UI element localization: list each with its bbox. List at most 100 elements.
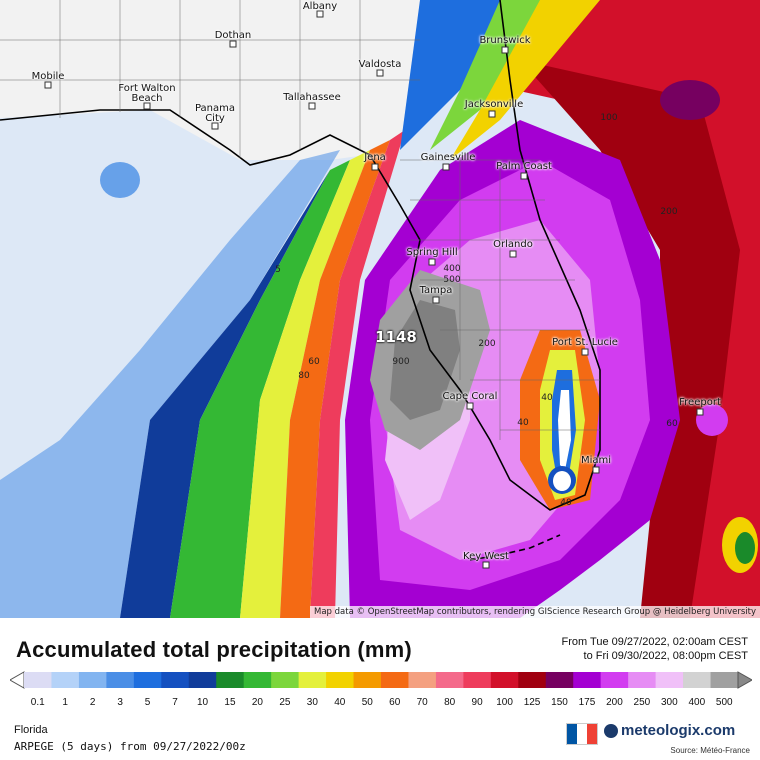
legend-swatch — [133, 672, 162, 688]
city-label: Port St. Lucie — [552, 337, 618, 348]
city-label: Brunswick — [479, 35, 531, 46]
meteologix-logo-icon — [604, 723, 618, 738]
city-marker — [696, 408, 704, 416]
legend-tick-label: 80 — [444, 697, 456, 708]
city-marker — [229, 40, 237, 48]
legend-swatch — [326, 672, 355, 688]
contour-label: 60 — [308, 357, 320, 367]
legend-swatch — [435, 672, 464, 688]
period-to: to Fri 09/30/2022, 08:00pm CEST — [583, 650, 748, 662]
legend-swatch — [463, 672, 492, 688]
contour-label: 5 — [275, 265, 281, 275]
legend-tick-label: 125 — [523, 697, 541, 708]
city-marker — [482, 561, 490, 569]
legend-tick-label: 250 — [633, 697, 651, 708]
map-credit: Map data © OpenStreetMap contributors, r… — [310, 606, 760, 618]
city-marker — [376, 69, 384, 77]
contour-label: 500 — [443, 275, 461, 285]
city-marker — [466, 402, 474, 410]
legend-swatch — [490, 672, 519, 688]
legend-swatch — [628, 672, 657, 688]
city-label: Spring Hill — [406, 247, 458, 258]
city-label: Gainesville — [420, 152, 476, 163]
city-label: Miami — [580, 455, 612, 466]
contour-label: 40 — [541, 393, 553, 403]
legend-swatch — [518, 672, 547, 688]
city-label: Cape Coral — [442, 391, 498, 402]
legend-tick-label: 25 — [279, 697, 291, 708]
data-source: Source: Météo-France — [670, 746, 750, 755]
city-marker — [432, 296, 440, 304]
legend-tick-label: 2 — [89, 697, 96, 708]
legend-swatch — [408, 672, 437, 688]
city-label: Jacksonville — [464, 99, 524, 110]
legend-swatch — [78, 672, 107, 688]
legend-tick-label: 20 — [251, 697, 263, 708]
legend-swatch — [600, 672, 629, 688]
brand-link[interactable]: meteologix.com — [604, 722, 735, 739]
legend-tick-label: 400 — [688, 697, 706, 708]
legend-swatch — [51, 672, 80, 688]
city-marker — [316, 10, 324, 18]
flag-stripe — [587, 724, 597, 744]
legend-swatch — [545, 672, 574, 688]
city-marker — [211, 122, 219, 130]
legend-swatch — [381, 672, 409, 688]
chart-title: Accumulated total precipitation (mm) — [16, 637, 412, 662]
legend-tick-label: 100 — [496, 697, 513, 708]
legend-swatch — [161, 672, 190, 688]
legend-swatch — [710, 672, 739, 688]
city-label: Dothan — [214, 30, 252, 41]
period-from: From Tue 09/27/2022, 02:00am CEST — [561, 636, 749, 648]
contour-label: 100 — [600, 113, 618, 123]
contour-label: 200 — [478, 339, 496, 349]
legend-tick-label: 500 — [715, 697, 733, 708]
legend-tick-label: 30 — [306, 697, 318, 708]
city-marker — [520, 172, 528, 180]
legend-swatch — [683, 672, 712, 688]
legend-tick-label: 50 — [361, 697, 373, 708]
city-marker — [371, 163, 379, 171]
contour-label: 40 — [560, 498, 572, 508]
model-label: ARPEGE (5 days) from 09/27/2022/00z — [14, 740, 246, 753]
max-precipitation-value: 1148 — [375, 328, 417, 346]
color-legend — [10, 671, 752, 689]
legend-arrow-left — [10, 671, 25, 689]
legend-tick-label: 70 — [416, 697, 428, 708]
city-label: Freeport — [679, 397, 721, 408]
legend-tick-label: 300 — [661, 697, 678, 708]
city-label: Tallahassee — [283, 92, 341, 103]
legend-tick-label: 200 — [606, 697, 623, 708]
city-marker — [428, 258, 436, 266]
legend-tick-label: 10 — [196, 697, 209, 708]
city-label: Panama City — [194, 103, 236, 124]
city-marker — [143, 102, 151, 110]
city-label: Albany — [302, 1, 338, 12]
precipitation-map[interactable]: Albany Dothan Brunswick Valdosta Mobile … — [0, 0, 760, 618]
city-label: Jena — [364, 152, 386, 163]
city-label: Mobile — [31, 71, 65, 82]
legend-swatch — [271, 672, 300, 688]
legend-tick-label: 150 — [551, 697, 568, 708]
city-marker — [488, 110, 496, 118]
flag-stripe — [577, 724, 587, 744]
legend-tick-label: 60 — [389, 697, 401, 708]
legend-swatch — [106, 672, 135, 688]
legend-tick-label: 40 — [334, 697, 346, 708]
legend-tick-label: 0.1 — [30, 697, 45, 708]
city-marker — [442, 163, 450, 171]
contour-label: 200 — [660, 207, 678, 217]
city-label: Tampa — [419, 285, 453, 296]
legend-tick-label: 15 — [224, 697, 236, 708]
legend-tick-label: 3 — [117, 697, 123, 708]
contour-label: 40 — [517, 418, 529, 428]
legend-tick-label: 7 — [172, 697, 178, 708]
legend-swatch — [24, 672, 52, 688]
city-marker — [592, 466, 600, 474]
city-marker — [308, 102, 316, 110]
legend-swatch — [188, 672, 217, 688]
region-label: Florida — [14, 724, 48, 736]
city-label: Orlando — [493, 239, 533, 250]
precipitation-field — [0, 0, 760, 618]
legend-swatch — [243, 672, 272, 688]
